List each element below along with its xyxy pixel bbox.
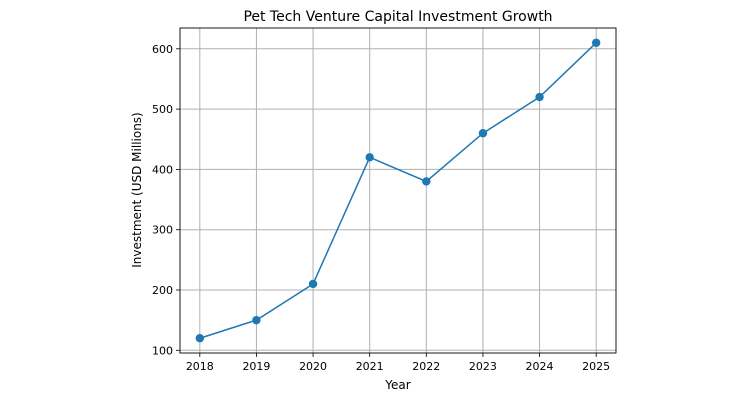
x-tick-label: 2023	[469, 360, 497, 373]
x-tick-label: 2025	[582, 360, 610, 373]
x-tick-label: 2021	[356, 360, 384, 373]
grid	[180, 28, 616, 353]
x-axis-label: Year	[384, 378, 410, 392]
data-point-2025	[591, 38, 601, 47]
data-point-2023	[478, 129, 488, 138]
y-tick-label: 300	[152, 224, 173, 237]
x-tick-label: 2018	[186, 360, 214, 373]
data-point-2020	[308, 279, 318, 289]
data-point-2021	[365, 153, 374, 162]
y-tick-label: 500	[152, 103, 173, 116]
chart-title: Pet Tech Venture Capital Investment Grow…	[243, 9, 552, 25]
y-tick-label: 100	[152, 344, 173, 357]
series	[195, 38, 601, 343]
data-point-2022	[422, 177, 431, 186]
data-point-2019	[252, 315, 261, 325]
data-point-2024	[535, 92, 544, 102]
x-tick-label: 2020	[299, 360, 327, 373]
data-point-2018	[195, 334, 205, 343]
y-axis-label: Investment (USD Millions)	[130, 112, 144, 268]
y-tick-label: 200	[152, 284, 173, 297]
x-tick-label: 2024	[526, 360, 554, 373]
y-tick-label: 400	[152, 163, 173, 176]
y-tick-label: 600	[152, 43, 173, 56]
axes: 2018 2019 2020 2021 2022 2023 2024 2025 100 200 30…	[152, 27, 617, 373]
x-tick-label: 2022	[412, 360, 440, 373]
x-tick-label: 2019	[242, 360, 270, 373]
series-line	[199, 42, 597, 339]
plot-frame	[179, 27, 617, 354]
